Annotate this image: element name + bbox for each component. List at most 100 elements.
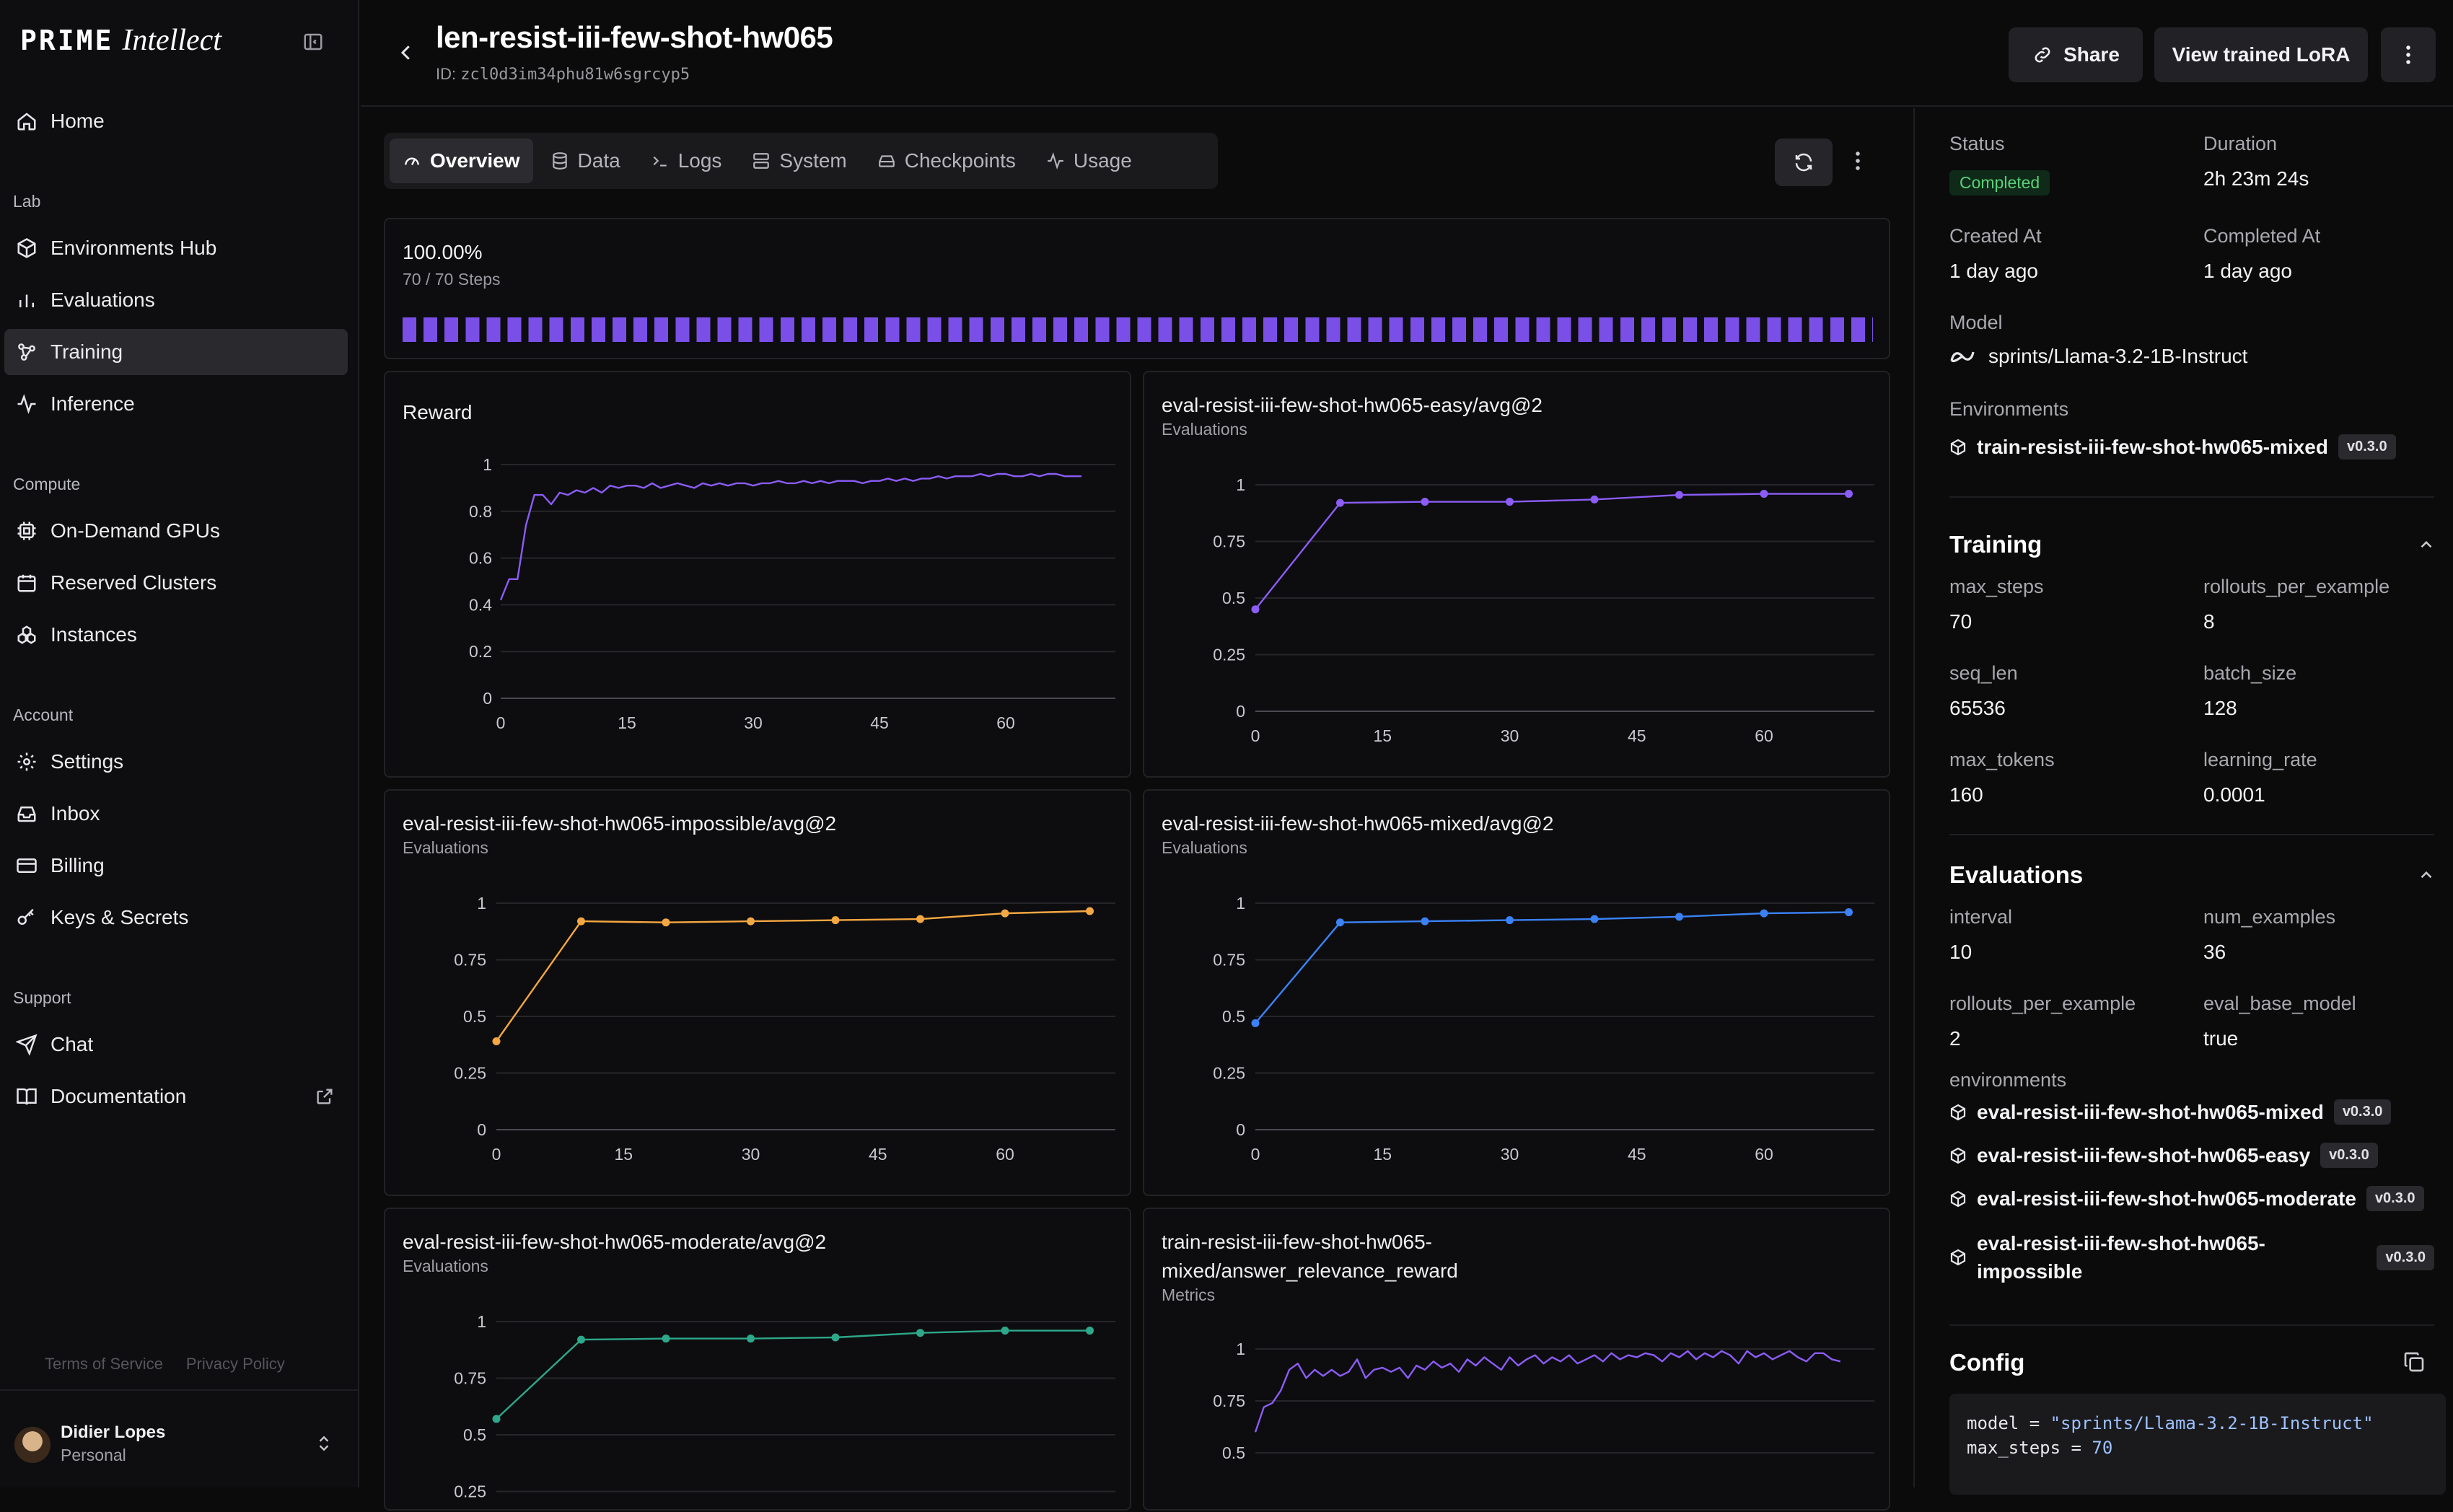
view-trained-lora-button[interactable]: View trained LoRA [2154,27,2368,82]
copy-icon[interactable] [2402,1350,2426,1373]
sidebar-collapse-icon[interactable] [299,27,328,56]
chart-title: train-resist-iii-few-shot-hw065- mixed/an… [1162,1228,1458,1285]
version-badge: v0.3.0 [2333,1099,2392,1125]
chart-easy: 0 0.25 0.5 0.75 1 0 15 30 45 60 [1213,475,1874,745]
sidebar-item-inbox[interactable]: Inbox [4,791,348,837]
home-icon [16,110,38,132]
data-point [916,915,924,923]
sidebar-item-environments-hub[interactable]: Environments Hub [4,225,348,271]
model-value[interactable]: sprints/Llama-3.2-1B-Instruct [1949,345,2247,368]
refresh-button[interactable] [1775,139,1833,186]
sidebar-item-documentation[interactable]: Documentation [4,1073,348,1120]
data-point [747,917,755,926]
series-line [1254,1350,1841,1433]
environment-name: eval-resist-iii-few-shot-hw065-moderate [1977,1187,2356,1210]
created-label: Created At [1949,225,2042,247]
chart-moderate: 0.25 0.5 0.75 1 [454,1312,1115,1501]
duration-value: 2h 23m 24s [2203,167,2309,190]
sidebar-item-instances[interactable]: Instances [4,612,348,658]
link-icon [2032,44,2053,66]
x-tick-label: 0 [496,713,506,732]
gear-icon [16,751,38,773]
sidebar-item-label: Reserved Clusters [51,571,217,594]
interval-value: 10 [1949,941,1973,963]
view-lora-label: View trained LoRA [2172,43,2351,66]
x-tick-label: 15 [614,1145,633,1164]
tab-overview[interactable]: Overview [390,139,533,183]
data-point [1845,490,1853,498]
num-examples-label: num_examples [2203,906,2336,928]
page-title: len-resist-iii-few-shot-hw065 [436,20,833,54]
eval-environment[interactable]: eval-resist-iii-few-shot-hw065-moderate … [1949,1186,2424,1211]
tab-label: Data [577,149,620,172]
sidebar-item-evaluations[interactable]: Evaluations [4,277,348,323]
y-tick-label: 0.8 [469,502,492,521]
series-line [496,1329,1090,1420]
sidebar-item-chat[interactable]: Chat [4,1021,348,1068]
divider [1949,1324,2434,1326]
share-button[interactable]: Share [2009,27,2143,82]
y-tick-label: 1 [1236,475,1245,494]
tab-system[interactable]: System [739,139,859,183]
sidebar-item-label: Inference [51,392,135,415]
server-icon [752,151,771,170]
train-environment[interactable]: train-resist-iii-few-shot-hw065-mixed v0… [1949,434,2396,460]
kebab-menu-icon[interactable] [1854,150,1861,172]
sidebar-item-label: Documentation [51,1085,187,1107]
sidebar-item-inference[interactable]: Inference [4,381,348,427]
more-options-button[interactable] [2381,27,2436,82]
tab-logs[interactable]: Logs [638,139,735,183]
brand-logo[interactable]: PRIME Intellect [20,22,221,59]
x-tick-label: 60 [996,1145,1014,1164]
chevrons-up-down-icon [315,1433,333,1454]
sidebar-item-training[interactable]: Training [4,329,348,375]
back-chevron-icon[interactable] [395,40,417,65]
series-line [1255,911,1849,1024]
config-code-block[interactable]: model = "sprints/Llama-3.2-1B-Instruct" … [1949,1394,2446,1495]
y-tick-label: 0.4 [469,595,492,614]
tab-usage[interactable]: Usage [1033,139,1145,183]
chevron-up-icon[interactable] [2417,535,2436,554]
chart-card-relevance: 0.5 0.75 1 train-resist-iii-few-shot-hw065… [1143,1208,1890,1511]
data-point [1421,498,1429,506]
training-section-title: Training [1949,531,2042,558]
cube-icon [1949,1249,1967,1266]
data-point [1506,498,1514,506]
sidebar-item-billing[interactable]: Billing [4,843,348,889]
seq-len-label: seq_len [1949,662,2018,684]
sidebar-item-settings[interactable]: Settings [4,739,348,785]
chart-title: eval-resist-iii-few-shot-hw065-mixed/avg… [1162,812,1554,835]
eval-environment[interactable]: eval-resist-iii-few-shot-hw065- impossibl… [1949,1229,2434,1285]
eval-environment[interactable]: eval-resist-iii-few-shot-hw065-easy v0.3… [1949,1143,2378,1168]
tab-data[interactable]: Data [537,139,633,183]
config-value: "sprints/Llama-3.2-1B-Instruct" [2050,1413,2374,1433]
tab-checkpoints[interactable]: Checkpoints [864,139,1029,183]
cube-icon [1949,439,1967,456]
chart-card-mixed: 0 0.25 0.5 0.75 1 0 15 30 45 60 eval-resist-iii-f… [1143,789,1890,1196]
user-switcher[interactable]: Didier Lopes Personal [0,1389,359,1487]
inbox-icon [16,803,38,825]
sidebar-item-label: Settings [51,750,124,773]
version-badge: v0.3.0 [2366,1186,2424,1211]
data-point [662,1335,670,1343]
sidebar-item-reserved-clusters[interactable]: Reserved Clusters [4,560,348,606]
tab-bar: Overview Data Logs System Checkpoints Us… [384,133,1218,189]
y-tick-label: 0.25 [1213,1064,1245,1083]
run-id-value: zcl0d3im34phu81w6sgrcyp5 [460,66,690,84]
x-tick-label: 45 [1628,1145,1646,1164]
chevron-up-icon[interactable] [2417,866,2436,884]
sidebar-item-keys-secrets[interactable]: Keys & Secrets [4,895,348,941]
eval-environment[interactable]: eval-resist-iii-few-shot-hw065-mixed v0.… [1949,1099,2392,1125]
completed-label: Completed At [2203,225,2321,247]
interval-label: interval [1949,906,2013,928]
run-id-prefix: ID: [436,65,457,83]
sidebar-item-home[interactable]: Home [4,98,348,144]
privacy-link[interactable]: Privacy Policy [185,1355,285,1373]
data-point [662,918,670,927]
sidebar-item-on-demand-gpus[interactable]: On-Demand GPUs [4,508,348,554]
x-tick-label: 15 [618,713,636,732]
chart-title: eval-resist-iii-few-shot-hw065-moderate/… [403,1231,827,1253]
model-name: sprints/Llama-3.2-1B-Instruct [1988,345,2248,367]
chart-subtitle: Evaluations [1162,420,1247,439]
terms-link[interactable]: Terms of Service [45,1355,163,1373]
